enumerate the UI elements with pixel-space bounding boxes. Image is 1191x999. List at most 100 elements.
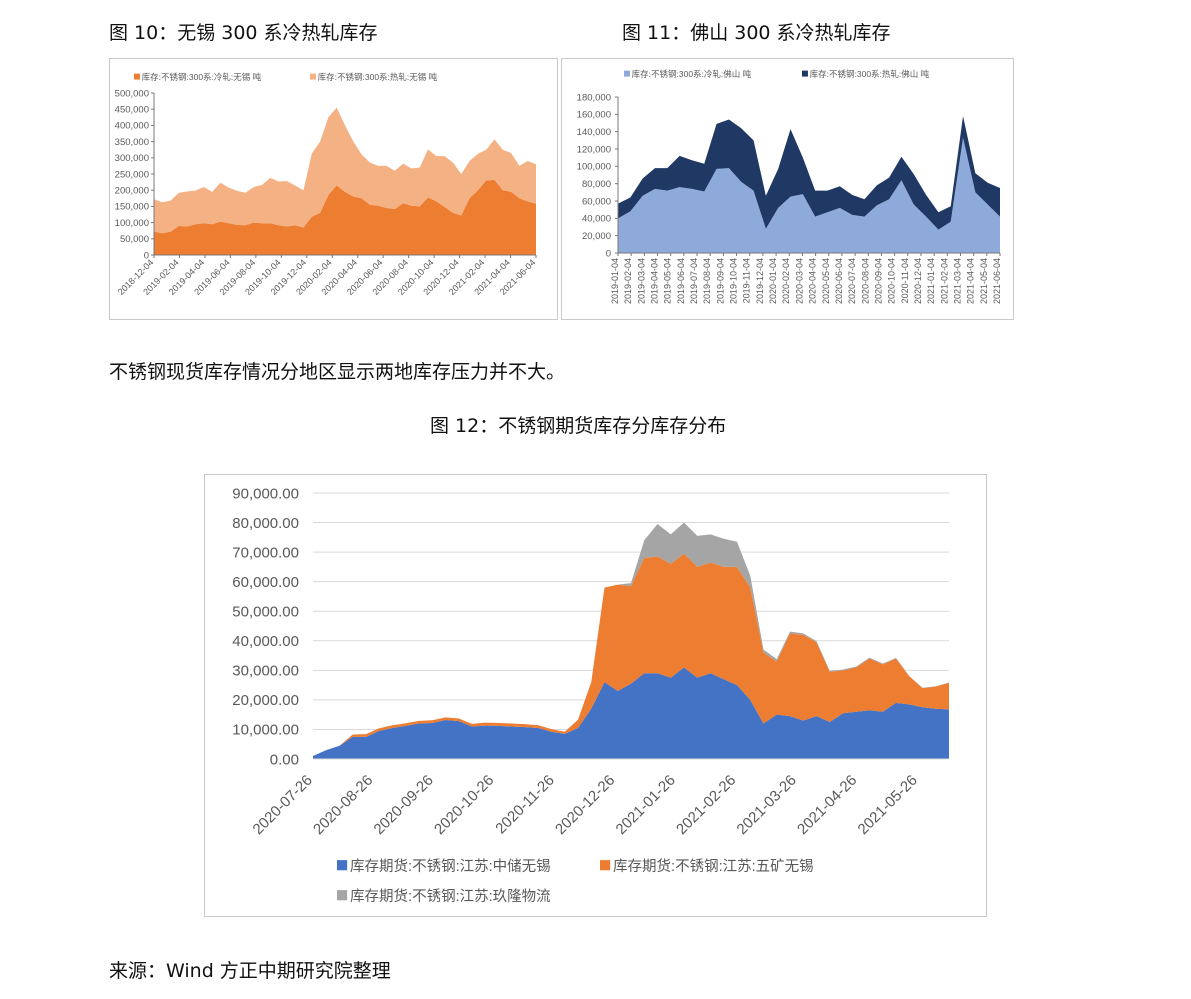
- area-series-0: [618, 137, 1000, 253]
- x-tick-label: 2020-08-04: [860, 258, 870, 304]
- area-series-0: [154, 179, 536, 255]
- x-tick-label: 2020-04-04: [808, 258, 818, 304]
- legend-label: 库存期货:不锈钢:江苏:中储无锡: [350, 858, 551, 875]
- y-tick-label: 0: [144, 250, 149, 261]
- y-tick-label: 50,000.00: [232, 603, 299, 620]
- y-tick-label: 90,000.00: [232, 485, 299, 502]
- legend-swatch: [600, 860, 611, 871]
- y-tick-label: 20,000.00: [232, 692, 299, 709]
- legend-label: 库存期货:不锈钢:江苏:玖隆物流: [350, 888, 551, 905]
- x-tick-label: 2019-12-04: [755, 258, 765, 304]
- figure-10-caption: 图 10：无锡 300 系冷热轧库存: [109, 22, 378, 44]
- x-tick-label: 2021-01-26: [613, 772, 679, 838]
- x-tick-label: 2019-08-04: [702, 258, 712, 304]
- x-tick-label: 2021-02-04: [939, 258, 949, 304]
- chart-wuxi-inventory: 0 50,000 100,000 150,000 200,000 250,000 300,0…: [109, 58, 558, 320]
- chart-wuxi-svg: 0 50,000 100,000 150,000 200,000 250,000 300,0…: [115, 72, 538, 297]
- area-series-1: [154, 107, 536, 234]
- x-tick-label: 2019-07-04: [689, 258, 699, 304]
- x-tick-label: 2021-05-04: [979, 258, 989, 304]
- y-tick-label: 450,000: [115, 105, 149, 116]
- y-tick-label: 150,000: [115, 202, 149, 213]
- chart-futures-svg: 0.00 10,000.00 20,000.00 30,000.00 40,000.00…: [232, 485, 949, 905]
- x-tick-label: 2020-06-04: [834, 258, 844, 304]
- legend-label: 库存:不锈钢:300系:冷轧:无锡 吨: [142, 72, 262, 82]
- y-tick-label: 50,000: [120, 234, 149, 245]
- x-tick-label: 2021-04-26: [794, 772, 860, 838]
- x-tick-label: 2020-02-04: [781, 258, 791, 304]
- x-tick-label: 2020-09-26: [371, 772, 437, 838]
- x-tick-label: 2021-05-26: [855, 772, 921, 838]
- legend-swatch: [624, 70, 630, 77]
- x-tick-label: 2019-09-04: [715, 258, 725, 304]
- y-tick-label: 500,000: [115, 88, 149, 99]
- y-tick-label: 40,000: [582, 214, 611, 225]
- x-tick-label: 2019-02-04: [623, 258, 633, 304]
- x-tick-label: 2020-01-04: [768, 258, 778, 304]
- x-tick-label: 2019-10-04: [729, 258, 739, 304]
- y-tick-label: 400,000: [115, 121, 149, 132]
- area-series-0: [313, 667, 949, 759]
- legend-swatch: [134, 73, 140, 80]
- x-tick-label: 2020-10-26: [431, 772, 497, 838]
- x-tick-label: 2021-04-04: [966, 258, 976, 304]
- x-tick-label: 2020-03-04: [794, 258, 804, 304]
- y-tick-label: 30,000.00: [232, 663, 299, 680]
- y-tick-label: 60,000: [582, 196, 611, 207]
- legend-label: 库存:不锈钢:300系:热轧:无锡 吨: [318, 72, 438, 82]
- chart-foshan-inventory: 0 20,000 40,000 60,000 80,000 100,000 120,000 1…: [561, 58, 1014, 320]
- x-tick-label: 2020-11-26: [492, 772, 557, 837]
- legend-label: 库存:不锈钢:300系:热轧:佛山 吨: [810, 69, 930, 79]
- x-tick-label: 2020-05-04: [821, 258, 831, 304]
- x-tick-label: 2019-04-04: [650, 258, 660, 304]
- body-paragraph: 不锈钢现货库存情况分地区显示两地库存压力并不大。: [109, 361, 566, 383]
- legend-label: 库存:不锈钢:300系:冷轧:佛山 吨: [632, 69, 752, 79]
- x-tick-label: 2019-06-04: [676, 258, 686, 304]
- figure-11-caption: 图 11：佛山 300 系冷热轧库存: [622, 22, 891, 44]
- x-tick-label: 2020-12-04: [913, 258, 923, 304]
- x-tick-label: 2020-11-04: [900, 258, 910, 303]
- y-tick-label: 80,000.00: [232, 515, 299, 532]
- x-tick-label: 2021-06-04: [992, 258, 1002, 304]
- chart-futures-inventory: 0.00 10,000.00 20,000.00 30,000.00 40,000.00…: [204, 474, 987, 917]
- y-tick-label: 200,000: [115, 186, 149, 197]
- y-tick-label: 250,000: [115, 169, 149, 180]
- x-tick-label: 2020-10-04: [887, 258, 897, 304]
- legend-swatch: [337, 890, 348, 901]
- x-tick-label: 2020-07-26: [250, 772, 316, 838]
- x-tick-label: 2021-02-26: [673, 772, 739, 838]
- x-tick-label: 2020-09-04: [873, 258, 883, 304]
- x-tick-label: 2021-03-04: [952, 258, 962, 304]
- x-tick-label: 2019-11-04: [742, 258, 752, 303]
- source-note: 来源：Wind 方正中期研究院整理: [109, 960, 391, 982]
- y-tick-label: 160,000: [577, 110, 611, 121]
- y-tick-label: 0: [606, 248, 611, 259]
- x-tick-label: 2019-03-04: [636, 258, 646, 304]
- area-series-1: [313, 553, 949, 757]
- y-tick-label: 70,000.00: [232, 544, 299, 561]
- y-tick-label: 180,000: [577, 92, 611, 103]
- y-tick-label: 100,000: [115, 218, 149, 229]
- x-tick-label: 2020-07-04: [847, 258, 857, 304]
- x-tick-label: 2021-01-04: [926, 258, 936, 304]
- y-tick-label: 100,000: [577, 162, 611, 173]
- figure-12-caption: 图 12：不锈钢期货库存分库存分布: [430, 415, 727, 437]
- y-tick-label: 20,000: [582, 231, 611, 242]
- y-tick-label: 40,000.00: [232, 633, 299, 650]
- y-tick-label: 120,000: [577, 144, 611, 155]
- y-tick-label: 140,000: [577, 127, 611, 138]
- legend-label: 库存期货:不锈钢:江苏:五矿无锡: [613, 858, 814, 875]
- x-tick-label: 2020-08-26: [310, 772, 376, 838]
- legend-swatch: [802, 70, 808, 77]
- legend-swatch: [310, 73, 316, 80]
- x-tick-label: 2019-01-04: [610, 258, 620, 304]
- area-series-1: [618, 116, 1000, 230]
- legend-swatch: [337, 860, 348, 871]
- x-tick-label: 2019-05-04: [663, 258, 673, 304]
- y-tick-label: 350,000: [115, 137, 149, 148]
- y-tick-label: 10,000.00: [232, 722, 299, 739]
- chart-foshan-svg: 0 20,000 40,000 60,000 80,000 100,000 120,000 1…: [577, 69, 1002, 304]
- y-tick-label: 300,000: [115, 153, 149, 164]
- y-tick-label: 0.00: [270, 751, 299, 768]
- x-tick-label: 2020-12-26: [552, 772, 618, 838]
